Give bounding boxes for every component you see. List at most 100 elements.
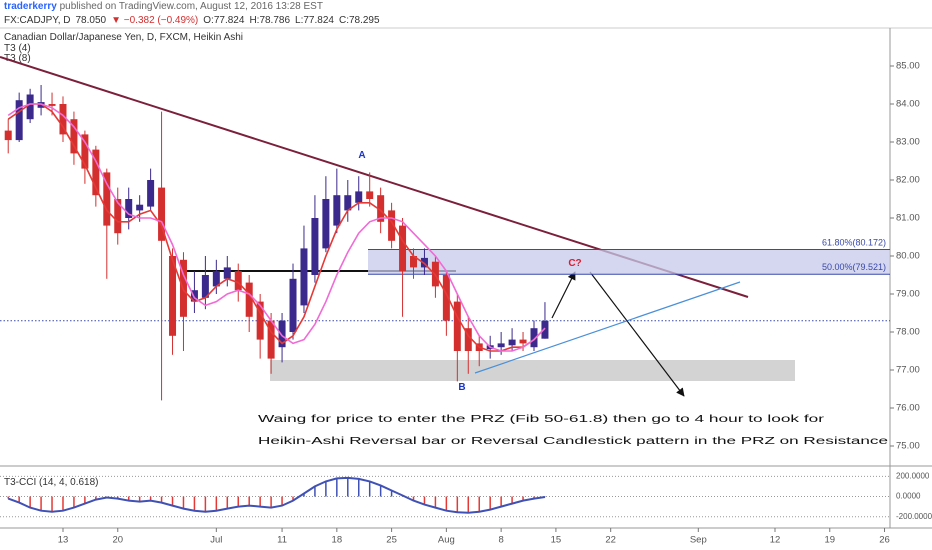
chart-title: Canadian Dollar/Japanese Yen, D, FXCM, H… bbox=[4, 32, 243, 43]
y-tick-label: 200.0000 bbox=[896, 471, 930, 480]
candle-body bbox=[442, 275, 450, 321]
candle-body bbox=[410, 256, 418, 268]
candle-body bbox=[223, 267, 231, 279]
y-tick-label: 79.00 bbox=[896, 289, 920, 300]
y-tick-label: 85.00 bbox=[896, 61, 920, 72]
y-tick-label: 78.00 bbox=[896, 327, 920, 338]
legend-entry: T3-CCI (14, 4, 0.618) bbox=[4, 477, 98, 488]
y-tick-label: 81.00 bbox=[896, 213, 920, 224]
candle-body bbox=[92, 149, 100, 196]
x-tick-label: 19 bbox=[824, 535, 835, 546]
candle-body bbox=[15, 100, 23, 141]
candle-body bbox=[355, 191, 363, 203]
ohlc-label: L: bbox=[295, 15, 303, 26]
x-tick-label: Aug bbox=[438, 535, 455, 546]
x-tick-label: 22 bbox=[605, 535, 616, 546]
candle-body bbox=[377, 195, 385, 222]
candle-body bbox=[245, 282, 253, 317]
y-tick-label: 84.00 bbox=[896, 99, 920, 110]
candle-body bbox=[453, 301, 461, 351]
published: published on TradingView.com, August 12,… bbox=[57, 1, 323, 12]
candle-body bbox=[256, 301, 264, 340]
candle-body bbox=[147, 180, 155, 207]
support-trendline bbox=[474, 281, 741, 374]
x-tick-label: 20 bbox=[112, 535, 123, 546]
candle-body bbox=[322, 199, 330, 249]
moving-average bbox=[7, 103, 546, 352]
x-tick-label: 8 bbox=[498, 535, 503, 546]
x-tick-label: 12 bbox=[770, 535, 781, 546]
x-tick-label: 26 bbox=[879, 535, 890, 546]
ohlc-value: 78.295 bbox=[349, 15, 380, 26]
ohlc-label: H: bbox=[249, 15, 259, 26]
wave-label: C? bbox=[568, 258, 581, 269]
x-tick-label: Sep bbox=[690, 535, 707, 546]
comment-line: Heikin-Ashi Reversal bar or Reversal Can… bbox=[258, 436, 889, 447]
candle-body bbox=[497, 343, 505, 348]
candle-body bbox=[464, 328, 472, 351]
fib-label: 61.80%(80.172) bbox=[822, 237, 886, 247]
candle-body bbox=[530, 328, 538, 348]
candle-body bbox=[300, 248, 308, 306]
candle-body bbox=[333, 195, 341, 226]
y-tick-label: 82.00 bbox=[896, 175, 920, 186]
candle-body bbox=[388, 210, 396, 241]
y-tick-label: 77.00 bbox=[896, 365, 920, 376]
plot: 61.80%(80.172) 50.00%(79.521) 75.00 76.00 77… bbox=[0, 61, 932, 546]
ohlc-label: C: bbox=[339, 15, 349, 26]
ohlc-value: 78.786 bbox=[259, 15, 290, 26]
wave-label: B bbox=[458, 382, 465, 393]
candle-body bbox=[190, 290, 198, 302]
candle-body bbox=[70, 119, 78, 154]
candle-body bbox=[234, 271, 242, 291]
arrow bbox=[589, 271, 685, 397]
candle-body bbox=[344, 195, 352, 211]
y-tick-label: 0.0000 bbox=[896, 492, 921, 501]
candle-body bbox=[136, 204, 144, 211]
x-tick-label: 11 bbox=[277, 535, 287, 546]
candle-body bbox=[48, 104, 56, 106]
candle-body bbox=[289, 278, 297, 332]
candle-body bbox=[519, 339, 527, 344]
ohlc-value: 77.824 bbox=[303, 15, 334, 26]
x-tick-label: 13 bbox=[58, 535, 69, 546]
candle-body bbox=[267, 320, 275, 359]
y-tick-label: 76.00 bbox=[896, 403, 920, 414]
candle-body bbox=[201, 275, 209, 298]
candle-body bbox=[114, 199, 122, 234]
y-tick-label: 80.00 bbox=[896, 251, 920, 262]
cci-line bbox=[7, 476, 546, 514]
candle-body bbox=[81, 134, 89, 169]
candle-body bbox=[103, 172, 111, 226]
candle-body bbox=[125, 199, 133, 218]
y-tick-label: 83.00 bbox=[896, 137, 920, 148]
candle-body bbox=[4, 130, 12, 141]
fib-label: 50.00%(79.521) bbox=[822, 262, 886, 272]
candle-body bbox=[399, 225, 407, 272]
candle-body bbox=[366, 191, 374, 199]
candle-body bbox=[311, 218, 319, 275]
symbol: FX:CADJPY, D bbox=[4, 15, 71, 26]
y-tick-label: -200.0000 bbox=[896, 512, 932, 521]
wave-label: A bbox=[358, 150, 365, 161]
last-price: 78.050 bbox=[76, 15, 107, 26]
candle-body bbox=[278, 320, 286, 348]
candle-body bbox=[541, 320, 549, 339]
author: traderkerry bbox=[4, 1, 57, 12]
candle-body bbox=[158, 187, 166, 241]
x-tick-label: Jul bbox=[210, 535, 222, 546]
x-tick-label: 25 bbox=[386, 535, 397, 546]
ohlc-value: 77.824 bbox=[214, 15, 245, 26]
change: ▼ −0.382 (−0.49%) bbox=[111, 15, 198, 26]
candle-body bbox=[26, 94, 34, 120]
symbol-line: FX:CADJPY, D 78.050 ▼ −0.382 (−0.49%) O:77.… bbox=[4, 15, 380, 26]
candle-body bbox=[169, 256, 177, 336]
candle-body bbox=[212, 271, 220, 287]
x-tick-label: 18 bbox=[332, 535, 343, 546]
prz-zone bbox=[368, 249, 890, 275]
y-tick-label: 75.00 bbox=[896, 441, 920, 452]
legend-entry: T3 (8) bbox=[4, 53, 31, 64]
publish-line: traderkerry published on TradingView.com… bbox=[4, 1, 323, 12]
